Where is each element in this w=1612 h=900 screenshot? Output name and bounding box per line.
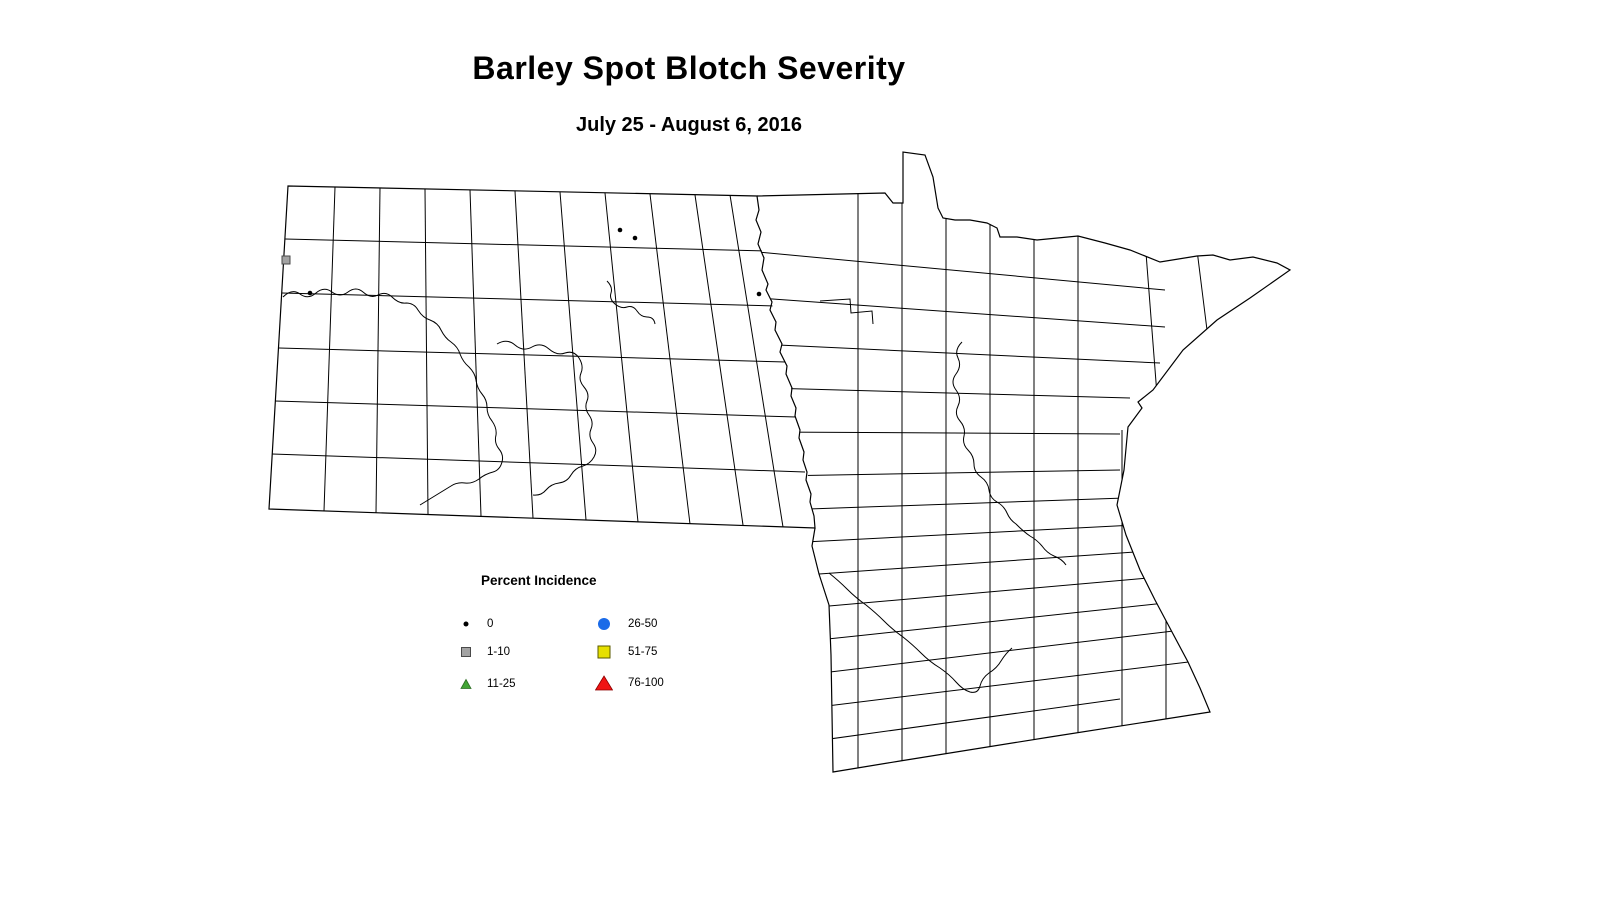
river-line (606, 280, 656, 325)
legend-label: 51-75 (628, 646, 658, 658)
legend-item-0: 0 (457, 615, 493, 633)
page-title: Barley Spot Blotch Severity (472, 50, 906, 86)
county-lines-nd (271, 186, 806, 528)
legend-label: 0 (487, 618, 494, 630)
legend-label: 26-50 (628, 618, 658, 630)
square-icon (461, 647, 471, 657)
subtitle: July 25 - August 6, 2016 (575, 114, 802, 136)
river-line (282, 288, 504, 506)
county-lines-mn (757, 152, 1208, 772)
dot-icon (463, 621, 469, 627)
legend-item-1-10: 1-10 (457, 643, 510, 661)
map-marker-0 (756, 291, 762, 297)
square-icon (597, 645, 611, 659)
legend-item-76-100: 76-100 (595, 674, 664, 692)
north-dakota-outline (268, 185, 816, 529)
circle-icon (598, 618, 610, 630)
triangle-icon (595, 675, 613, 691)
map-markers (281, 227, 762, 297)
map-marker-0 (307, 290, 313, 296)
minnesota-outline (756, 151, 1292, 773)
map-marker-1-10 (281, 255, 291, 265)
legend-label: 11-25 (487, 678, 516, 690)
legend-label: 1-10 (487, 646, 511, 658)
river-line (828, 572, 1013, 693)
legend-item-11-25: 11-25 (457, 675, 516, 693)
map-marker-0 (632, 235, 638, 241)
legend-item-51-75: 51-75 (595, 643, 657, 661)
lake-line (819, 298, 874, 325)
legend-title: Percent Incidence (481, 573, 597, 588)
map-marker-0 (617, 227, 623, 233)
legend-label: 76-100 (628, 677, 664, 689)
river-line (952, 341, 1067, 566)
legend-item-26-50: 26-50 (595, 615, 657, 633)
triangle-icon (460, 678, 472, 689)
river-line (496, 340, 597, 496)
